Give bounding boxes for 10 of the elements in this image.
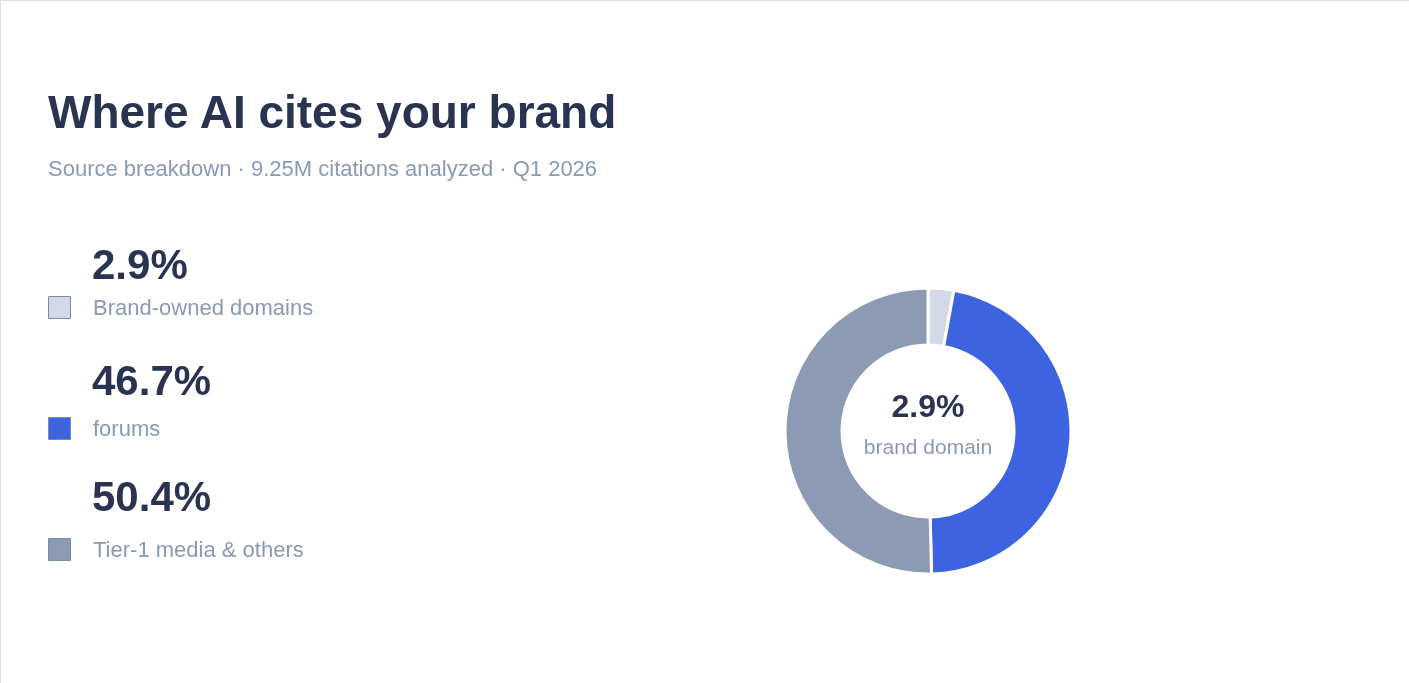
text: brand domain <box>863 435 993 458</box>
data-label: 50.4% <box>92 473 212 520</box>
legend-label: Tier-1 media & others <box>93 536 304 562</box>
chart-subtitle: Source breakdown · 9.25M citations analyzed · Q1 2026 <box>48 156 598 181</box>
legend-label: forums <box>93 415 161 441</box>
data-label: 46.7% <box>92 357 212 404</box>
chart-title: Where AI cites your brand <box>48 86 617 138</box>
data-label: 2.9% <box>92 241 188 288</box>
legend-label: Brand-owned domains <box>93 294 314 320</box>
text: 2.9% <box>891 388 965 424</box>
